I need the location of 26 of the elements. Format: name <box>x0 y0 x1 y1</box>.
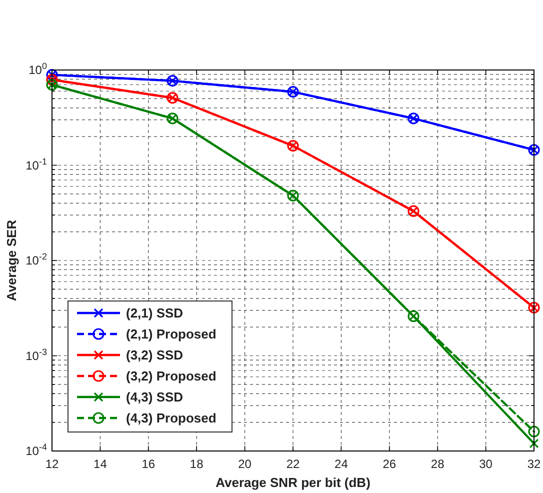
y-tick-label: 10$^{-1}$ <box>26 156 47 172</box>
x-tick-label: 28 <box>430 457 445 471</box>
point <box>529 438 539 448</box>
x-tick-label: 12 <box>45 457 59 471</box>
y-tick-label: 10$^{-4}$ <box>26 442 47 458</box>
point <box>528 426 540 438</box>
legend-label: (2,1) SSD <box>126 306 184 320</box>
y-tick-label: 10$^{-3}$ <box>26 346 47 363</box>
legend-label: (4,3) SSD <box>126 390 184 404</box>
x-tick-label: 18 <box>190 457 204 471</box>
x-tick-label: 24 <box>334 457 348 471</box>
y-tick-label: 10$^{-2}$ <box>26 252 47 268</box>
y-axis-title: Average SER <box>4 219 19 302</box>
legend-label: (3,2) SSD <box>126 348 184 362</box>
x-tick-label: 14 <box>94 457 108 471</box>
x-tick-label: 16 <box>142 457 156 471</box>
y-tick-label: 10$^{0}$ <box>28 61 47 77</box>
x-tick-label: 30 <box>479 457 493 471</box>
x-tick-label: 22 <box>286 457 300 471</box>
legend-label: (3,2) Proposed <box>126 368 216 384</box>
x-tick-label: 32 <box>527 457 541 471</box>
x-tick-label: 20 <box>238 457 252 471</box>
x-tick-label: 26 <box>382 457 396 471</box>
legend-label: (2,1) Proposed <box>126 326 216 342</box>
x-axis-title: Average SNR per bit (dB) <box>216 475 370 490</box>
legend-label: (4,3) Proposed <box>126 410 216 426</box>
